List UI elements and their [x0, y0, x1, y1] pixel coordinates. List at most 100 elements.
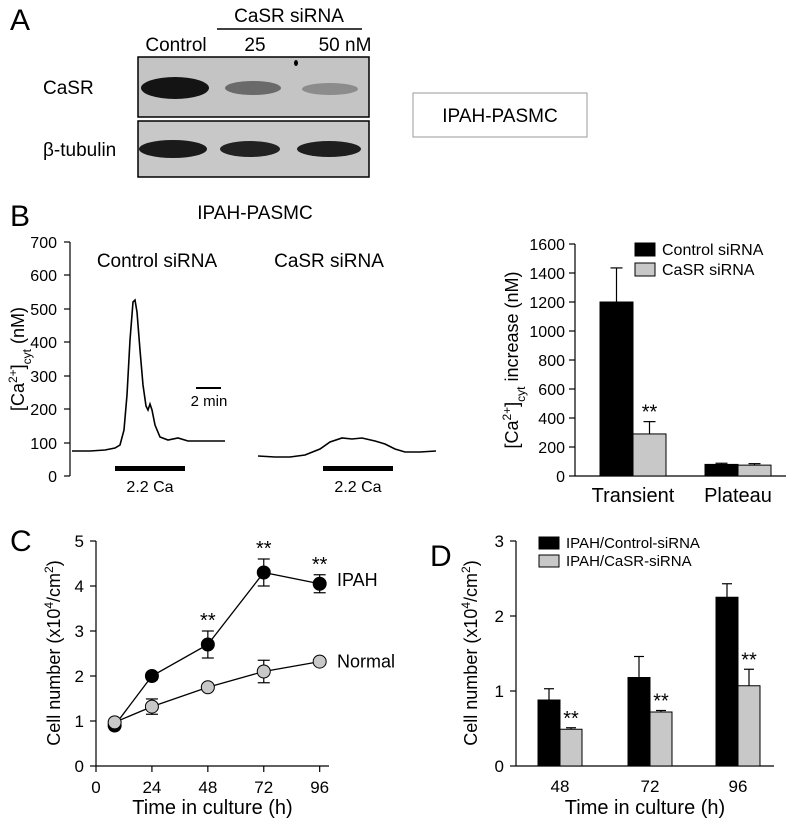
line-c-ytick-label: 1 — [75, 712, 84, 731]
bar-b-legend-label: CaSR siRNA — [662, 262, 755, 279]
line-c-series-label: Normal — [337, 652, 395, 672]
trace-y-axis-label: [Ca2+]cyt (nM) — [6, 307, 34, 411]
line-c-significance: ** — [200, 610, 216, 632]
bar-d-bar — [537, 699, 561, 767]
bar-b-bar — [632, 433, 667, 477]
bar-d-significance: ** — [563, 708, 579, 730]
cell-growth-line-chart: 0 1 2 3 4 5 0 24 48 72 96 Time in culture (h) Cell n… — [42, 532, 395, 819]
bar-b-legend-swatch — [634, 262, 656, 277]
bar-d-ytick-label: 2 — [495, 607, 504, 626]
bar-b-bar — [737, 464, 772, 477]
trace-ytick-label: 0 — [48, 469, 57, 486]
trace-casr-sirna-label: CaSR siRNA — [274, 251, 384, 272]
bar-d-category-label: 96 — [729, 777, 748, 796]
line-c-ytick-label: 5 — [75, 532, 84, 551]
line-c-ytick-label: 0 — [75, 757, 84, 776]
trace-ytick-label: 200 — [30, 402, 57, 419]
calcium-traces: 0 100 200 300 400 500 600 700 [Ca2+]cyt … — [6, 235, 437, 496]
bar-d-category-label: 72 — [641, 777, 660, 796]
bar-d-bar — [715, 596, 739, 767]
bar-b-category-label: Plateau — [704, 485, 772, 507]
line-c-xtick-label: 24 — [142, 778, 161, 797]
trace-ytick-label: 600 — [30, 268, 57, 285]
line-c-xtick-label: 96 — [310, 778, 329, 797]
bar-b-legend-label: Control siRNA — [662, 242, 764, 259]
line-c-data-point — [200, 637, 215, 652]
panel-d-label: D — [430, 540, 452, 573]
bar-d-bar — [649, 711, 673, 767]
trace-control-sirna — [72, 298, 225, 452]
trace-ytick-label: 100 — [30, 436, 57, 453]
bar-d-x-axis-label: Time in culture (h) — [565, 797, 725, 819]
bar-d-significance: ** — [741, 649, 757, 671]
stimulus-bar-control — [115, 466, 185, 471]
line-c-series-line — [114, 660, 320, 723]
row-label-casr: CaSR — [43, 78, 94, 99]
bar-d-legend-label: IPAH/Control-siRNA — [566, 535, 700, 552]
bar-b-y-axis-label: [Ca2+]cyt increase (nM) — [500, 271, 528, 448]
lane-label-25: 25 — [244, 35, 265, 56]
bar-b-ytick-label: 1400 — [529, 266, 565, 283]
panel-c-label: C — [10, 525, 32, 558]
bar-b-bar — [704, 463, 739, 477]
lane-label-control: Control — [145, 35, 206, 56]
western-blot-tubulin — [137, 120, 370, 178]
bar-b-legend-swatch — [634, 242, 656, 257]
bar-d-ytick-label: 1 — [495, 682, 504, 701]
stimulus-label-casr: 2.2 Ca — [334, 479, 381, 496]
bar-b-category-label: Transient — [592, 485, 675, 507]
row-label-beta-tubulin: β-tubulin — [43, 140, 116, 161]
line-c-significance: ** — [256, 538, 272, 560]
western-blot-casr — [137, 56, 370, 118]
line-c-xtick-label: 0 — [91, 778, 100, 797]
bar-d-legend-swatch — [538, 536, 560, 550]
line-c-x-axis-label: Time in culture (h) — [132, 797, 292, 819]
bar-b-bar — [599, 301, 634, 477]
line-c-xtick-label: 48 — [198, 778, 217, 797]
bar-d-y-axis-label: Cell number (x104/cm2) — [459, 560, 481, 745]
ipah-pasmc-box — [412, 92, 588, 138]
bar-d-legend-swatch — [538, 554, 560, 568]
bar-b-ytick-label: 600 — [538, 382, 565, 399]
line-c-data-point — [312, 576, 327, 591]
line-c-data-point — [107, 715, 122, 730]
line-c-ytick-label: 4 — [75, 577, 84, 596]
line-c-xtick-label: 72 — [254, 778, 273, 797]
bar-b-ytick-label: 200 — [538, 440, 565, 457]
bar-d-category-label: 48 — [551, 777, 570, 796]
bar-b-significance: ** — [642, 402, 658, 424]
bar-b-ytick-label: 1200 — [529, 295, 565, 312]
bar-d-significance: ** — [653, 691, 669, 713]
bar-d-bar — [737, 685, 761, 767]
bar-b-ytick-label: 400 — [538, 411, 565, 428]
bar-b-ytick-label: 800 — [538, 353, 565, 370]
line-c-data-point — [144, 699, 159, 714]
line-c-data-point — [256, 664, 271, 679]
bar-d-ytick-label: 0 — [495, 757, 504, 776]
trace-control-sirna-label: Control siRNA — [97, 251, 218, 272]
bar-b-ytick-label: 1600 — [529, 237, 565, 254]
line-c-data-point — [144, 669, 159, 683]
sirna-growth-bar-chart: 0 1 2 3 Time in culture (h) Cell number (x104… — [459, 532, 774, 819]
bar-d-legend-label: IPAH/CaSR-siRNA — [566, 553, 692, 570]
stimulus-label-control: 2.2 Ca — [126, 479, 173, 496]
line-c-data-point — [256, 565, 271, 580]
bar-d-bar — [627, 677, 651, 767]
line-c-data-point — [200, 680, 215, 695]
stimulus-bar-casr — [323, 466, 393, 471]
line-c-series-label: IPAH — [337, 570, 378, 590]
bar-b-ytick-label: 1000 — [529, 324, 565, 341]
line-c-y-axis-label: Cell number (x104/cm2) — [42, 560, 64, 745]
panel-a-label: A — [10, 4, 30, 37]
lane-label-50nm: 50 nM — [319, 35, 372, 56]
bar-d-ytick-label: 3 — [495, 532, 504, 551]
line-c-significance: ** — [312, 554, 328, 576]
trace-ytick-marks — [64, 241, 70, 477]
trace-ytick-label: 700 — [30, 235, 57, 252]
line-c-ytick-label: 2 — [75, 667, 84, 686]
line-c-series-line — [114, 571, 320, 726]
trace-ytick-label: 300 — [30, 369, 57, 386]
trace-casr-sirna — [257, 437, 437, 458]
casr-sirna-header: CaSR siRNA — [234, 6, 344, 27]
